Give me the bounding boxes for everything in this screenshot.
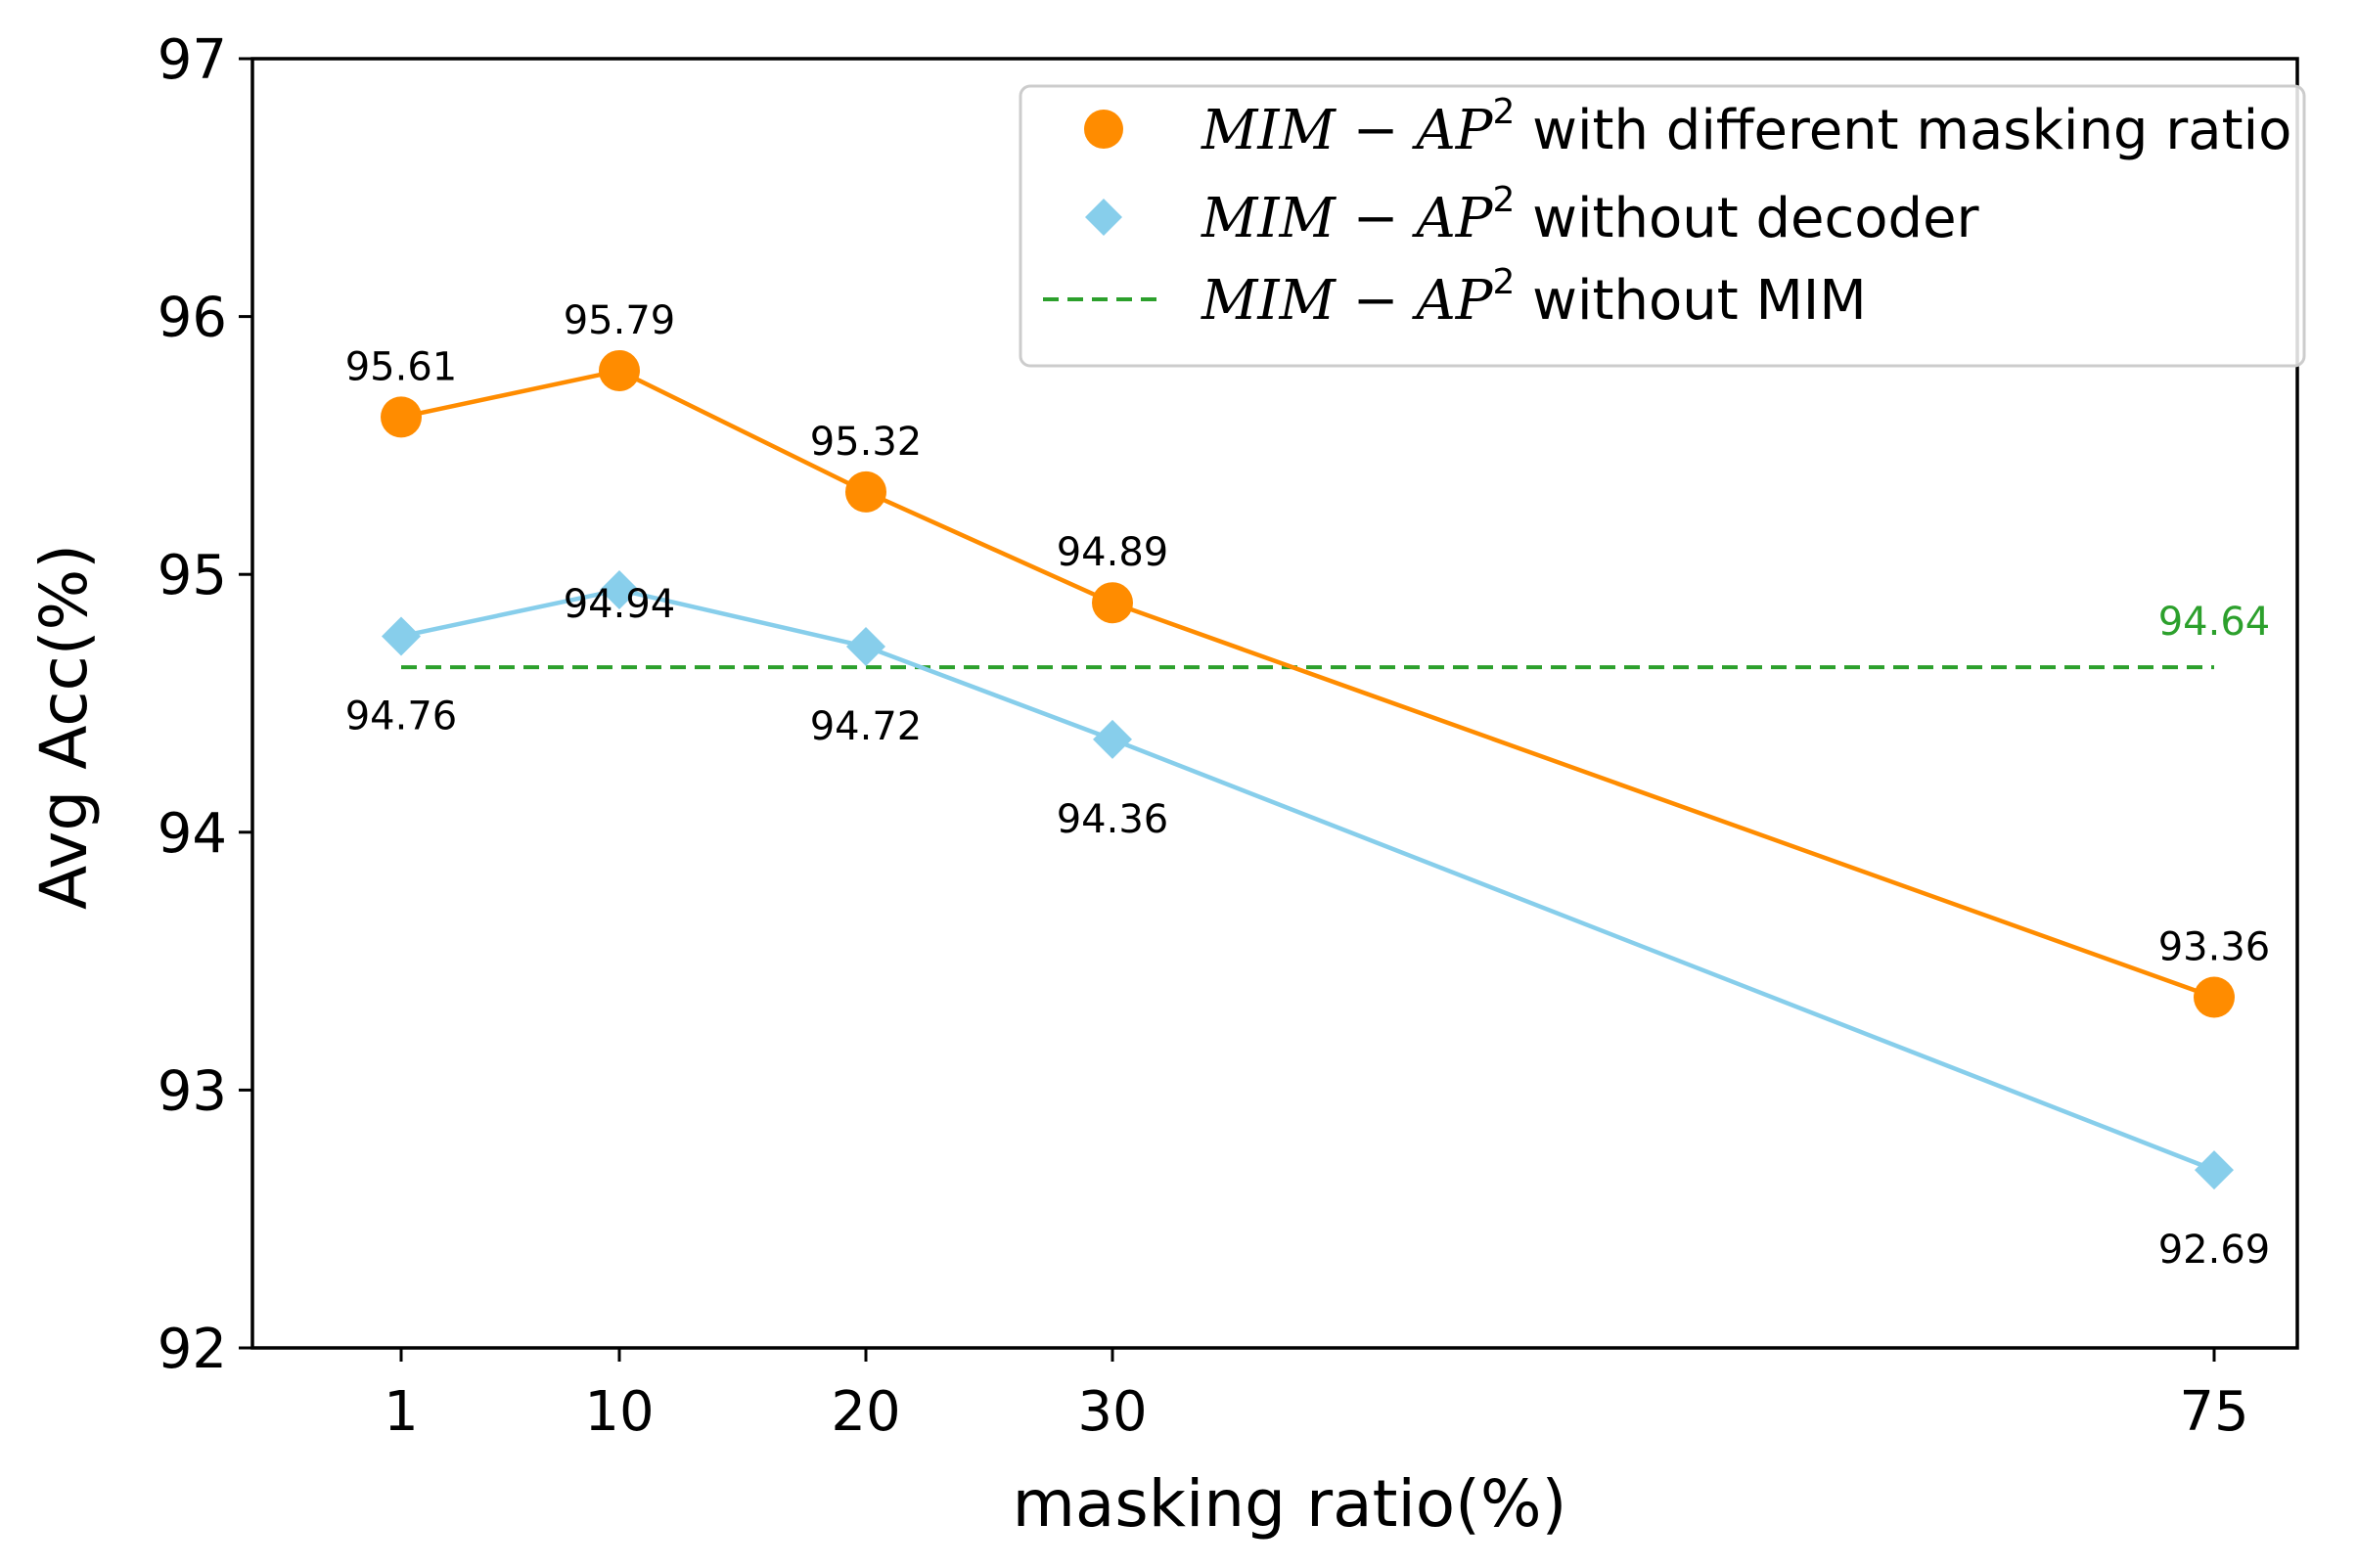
data-labels-group: 95.61 95.79 95.32 94.89 93.36 94.76 94.94 94.72…: [345, 298, 2271, 1273]
data-point-marker: [845, 470, 886, 513]
data-label: 94.36: [1057, 797, 1169, 842]
legend-marker-diamond: [1085, 199, 1122, 236]
y-tick-label: 97: [158, 28, 227, 92]
legend-item-without-decoder: MIM − AP2 without decoder: [1085, 180, 1980, 250]
series-with-masking-ratio: [381, 349, 2235, 1018]
data-label: 95.32: [810, 420, 923, 465]
x-axis-title: masking ratio(%): [1013, 1466, 1567, 1542]
data-label: 94.72: [810, 704, 923, 749]
legend: MIM − AP2 with different masking ratio MI…: [1019, 84, 2306, 368]
data-point-marker: [1092, 582, 1133, 624]
data-label: 93.36: [2158, 925, 2271, 970]
series-without-decoder: [382, 570, 2234, 1190]
legend-marker-circle: [1084, 110, 1123, 149]
legend-item-with-masking-ratio: MIM − AP2 with different masking ratio: [1084, 92, 2291, 162]
legend-label: MIM − AP2 without decoder: [1201, 180, 1980, 250]
legend-item-without-mim: MIM − AP2 without MIM: [1043, 262, 1867, 333]
legend-box: [1019, 84, 2306, 368]
reference-line-group: 94.64: [401, 600, 2271, 670]
data-label: 92.69: [2158, 1228, 2271, 1273]
data-point-marker: [382, 616, 421, 656]
data-label: 95.79: [564, 298, 676, 343]
data-point-marker: [599, 349, 640, 391]
data-point-marker: [2194, 976, 2235, 1018]
data-point-marker: [600, 570, 639, 610]
x-tick-label: 10: [584, 1380, 654, 1444]
y-tick-label: 93: [158, 1059, 227, 1123]
plot-frame: [250, 57, 2299, 1350]
x-tick-label: 75: [2179, 1380, 2248, 1444]
data-point-marker: [2195, 1150, 2234, 1190]
legend-label: MIM − AP2 with different masking ratio: [1201, 92, 2291, 162]
data-label: 95.61: [345, 344, 458, 389]
y-axis-title: Avg Acc(%): [26, 544, 102, 910]
x-tick-label: 20: [831, 1380, 900, 1444]
axes-group: 92 93 94 95 96 97 1 10 20 30 75: [158, 28, 2299, 1444]
data-label: 94.76: [345, 694, 458, 739]
x-tick-label: 30: [1077, 1380, 1147, 1444]
y-tick-label: 95: [158, 544, 227, 607]
series-group: [381, 349, 2235, 1190]
data-point-marker: [1093, 719, 1132, 759]
y-tick-label: 96: [158, 287, 227, 350]
legend-label: MIM − AP2 without MIM: [1201, 262, 1867, 333]
data-point-marker: [381, 396, 422, 438]
x-tick-label: 1: [384, 1380, 419, 1444]
y-tick-label: 94: [158, 802, 227, 866]
data-point-marker: [846, 627, 885, 667]
reference-line-label: 94.64: [2158, 600, 2271, 645]
data-label: 94.94: [564, 582, 676, 627]
data-label: 94.89: [1057, 530, 1169, 575]
y-tick-label: 92: [158, 1318, 227, 1381]
